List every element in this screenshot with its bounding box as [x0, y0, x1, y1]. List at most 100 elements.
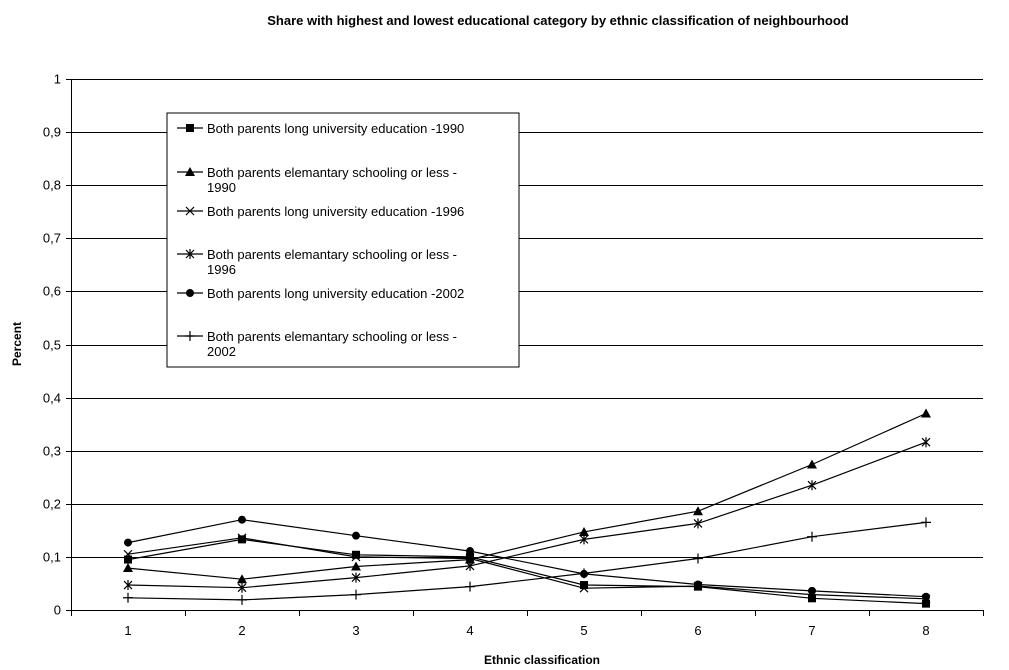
legend-swatch: [177, 289, 203, 297]
legend-label: Both parents long university education -…: [207, 121, 464, 136]
data-point: [237, 582, 247, 593]
x-axis-title: Ethnic classification: [484, 653, 600, 667]
x-tick-label: 5: [580, 623, 587, 638]
y-tick-label: 0,5: [43, 338, 61, 353]
data-point: [807, 459, 817, 469]
data-point: [922, 592, 930, 601]
legend-swatch: [177, 167, 203, 176]
series-line: [127, 412, 927, 580]
legend-label: Both parents elemantary schooling or les…: [207, 165, 457, 180]
y-tick-label: 0,7: [43, 231, 61, 246]
legend-swatch-marker: [185, 249, 195, 259]
data-point: [237, 533, 247, 543]
y-tick-label: 0,2: [43, 497, 61, 512]
data-point: [466, 547, 474, 556]
y-tick-label: 0: [54, 603, 61, 618]
data-point: [921, 437, 931, 448]
legend-swatches: [177, 124, 203, 341]
data-point: [807, 480, 817, 491]
data-point: [238, 515, 246, 524]
x-tick-label: 6: [694, 623, 701, 638]
data-point: [808, 594, 816, 603]
data-point: [124, 555, 132, 564]
legend-swatch-marker: [186, 124, 194, 132]
data-point: [693, 553, 703, 564]
y-tick-label: 0,9: [43, 125, 61, 140]
x-tick-label: 1: [124, 623, 131, 638]
data-point: [808, 586, 816, 595]
data-point: [579, 568, 589, 579]
data-point: [693, 506, 703, 516]
x-tick-label: 4: [466, 623, 473, 638]
data-point: [351, 552, 361, 562]
series-4: [123, 437, 931, 593]
data-point: [352, 550, 360, 559]
legend-label: Both parents elemantary schooling or les…: [207, 329, 457, 344]
axes: 0 0,1 0,2 0,3 0,4 0,5 0,6 0,7 0,8 0,9 1 1 2 3 4 5 6 7 8: [43, 72, 984, 638]
data-point: [693, 518, 703, 529]
data-point: [579, 526, 589, 536]
data-point: [352, 531, 360, 540]
data-point: [580, 581, 588, 590]
data-point: [807, 531, 817, 542]
legend-label-continued: 1990: [207, 180, 236, 195]
data-point: [465, 581, 475, 592]
legend-label-continued: 2002: [207, 344, 236, 359]
series-line: [127, 538, 927, 605]
legend-swatch-marker: [185, 206, 195, 216]
data-point: [123, 580, 133, 591]
legend-item: Both parents long university education -…: [207, 204, 464, 219]
legend-swatch: [177, 331, 203, 341]
data-point: [579, 534, 589, 545]
legend-label: Both parents long university education -…: [207, 286, 464, 301]
data-point: [351, 589, 361, 600]
series-line: [127, 521, 927, 601]
data-point: [694, 580, 702, 589]
data-point: [123, 549, 133, 559]
legend-item: Both parents long university education -…: [207, 286, 464, 301]
data-point: [124, 538, 132, 547]
data-point: [465, 560, 475, 571]
series-lines: [123, 408, 931, 608]
series-line: [127, 441, 927, 589]
data-point: [921, 517, 931, 528]
x-tick-label: 2: [238, 623, 245, 638]
legend-box: [166, 112, 520, 368]
legend-swatch-marker: [186, 289, 194, 297]
y-tick-label: 0,4: [43, 391, 61, 406]
legend-swatch-marker: [185, 331, 195, 341]
legend-label-continued: 1996: [207, 262, 236, 277]
y-tick-label: 0,6: [43, 284, 61, 299]
series-6: [123, 517, 931, 605]
data-point: [123, 563, 133, 573]
legend-swatch: [177, 124, 203, 132]
y-tick-label: 0,3: [43, 444, 61, 459]
data-point: [579, 583, 589, 593]
series-line: [127, 519, 927, 598]
data-point: [238, 535, 246, 544]
legend-label: Both parents long university education -…: [207, 204, 464, 219]
data-point: [123, 592, 133, 603]
legend-swatch: [177, 249, 203, 259]
data-point: [922, 599, 930, 608]
y-tick-label: 1: [54, 72, 61, 87]
legend-label: Both parents elemantary schooling or les…: [207, 247, 457, 262]
legend-swatch: [177, 206, 203, 216]
legend-item: Both parents elemantary schooling or les…: [207, 165, 457, 195]
x-tick-label: 3: [352, 623, 359, 638]
legend-item: Both parents long university education -…: [207, 121, 464, 136]
legend-item: Both parents elemantary schooling or les…: [207, 329, 457, 359]
legend-item: Both parents elemantary schooling or les…: [207, 247, 457, 277]
x-tick-label: 8: [922, 623, 929, 638]
data-point: [465, 554, 475, 563]
data-point: [237, 594, 247, 605]
data-point: [237, 574, 247, 584]
x-tick-label: 7: [808, 623, 815, 638]
chart-title: Share with highest and lowest educationa…: [267, 13, 849, 28]
data-point: [351, 561, 361, 571]
y-tick-label: 0,1: [43, 550, 61, 565]
data-point: [351, 572, 361, 583]
data-point: [921, 408, 931, 418]
y-tick-label: 0,8: [43, 178, 61, 193]
